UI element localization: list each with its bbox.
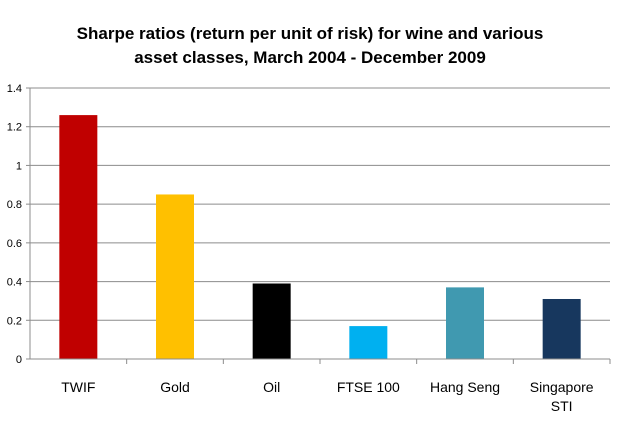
chart-title: Sharpe ratios (return per unit of risk) … xyxy=(0,22,620,70)
x-tick-label: Gold xyxy=(160,379,190,395)
y-tick-label: 0.4 xyxy=(7,277,22,289)
bar-gold xyxy=(156,194,194,359)
chart-title-line-2: asset classes, March 2004 - December 200… xyxy=(134,48,486,67)
gridlines xyxy=(30,87,610,360)
y-tick-label: 0 xyxy=(16,354,22,366)
x-tick-label: FTSE 100 xyxy=(337,379,400,395)
x-tick-label: Singapore STI xyxy=(530,379,594,414)
x-tick-label: TWIF xyxy=(61,379,95,395)
x-tick-label: Hang Seng xyxy=(430,379,500,395)
bar-oil xyxy=(252,283,291,359)
y-tick-label: 1.2 xyxy=(7,122,22,134)
y-tick-label: 1 xyxy=(16,160,22,172)
bars xyxy=(59,115,581,359)
y-tick-label: 0.8 xyxy=(7,199,22,211)
x-axis-labels: TWIF Gold Oil FTSE 100 Hang Seng Singapore STI xyxy=(61,379,594,414)
chart-title-line-1: Sharpe ratios (return per unit of risk) … xyxy=(76,24,544,43)
bar-ftse-100 xyxy=(349,326,388,359)
bar-twif xyxy=(59,115,98,359)
x-tick-label: Oil xyxy=(263,379,280,395)
y-axis-ticks: 0 0.2 0.4 0.6 0.8 1 1.2 1.4 xyxy=(7,83,22,366)
axes xyxy=(26,87,611,364)
bar-singapore-sti xyxy=(542,298,581,359)
bar-hang-seng xyxy=(446,287,484,359)
y-tick-label: 1.4 xyxy=(7,83,22,95)
y-tick-label: 0.6 xyxy=(7,238,22,250)
y-tick-label: 0.2 xyxy=(7,315,22,327)
